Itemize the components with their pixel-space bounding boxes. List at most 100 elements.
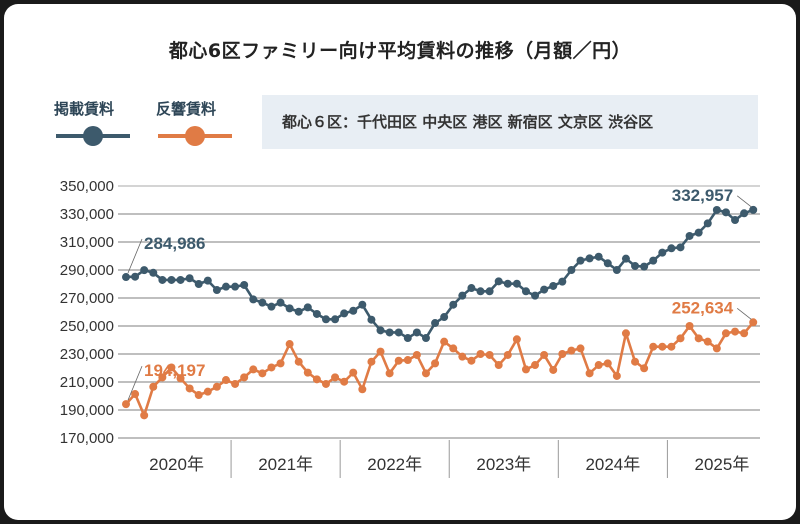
y-tick-label: 190,000 <box>60 402 114 419</box>
data-point <box>531 361 540 370</box>
data-point <box>285 340 294 349</box>
data-point <box>285 304 294 313</box>
chart-title: 都心6区ファミリー向け平均賃料の推移（月額／円） <box>168 40 632 62</box>
data-point <box>694 228 703 237</box>
data-point <box>131 272 140 281</box>
data-point <box>576 256 585 265</box>
data-point <box>349 368 358 377</box>
data-point <box>312 375 321 384</box>
data-point <box>485 287 494 296</box>
data-point <box>358 385 367 394</box>
callout-line <box>127 238 143 274</box>
data-point <box>340 377 349 386</box>
data-point <box>658 342 667 351</box>
y-tick-label: 330,000 <box>60 206 114 223</box>
x-year-label: 2022年 <box>367 455 422 474</box>
data-point <box>649 342 658 351</box>
data-point <box>176 275 185 284</box>
data-point <box>485 350 494 359</box>
data-point <box>558 350 567 358</box>
legend-item-inquiry: 反響賃料 <box>156 98 234 147</box>
data-point <box>494 277 503 286</box>
data-point <box>694 334 703 343</box>
wards-note: 都心６区：千代田区 中央区 港区 新宿区 文京区 渋谷区 <box>262 95 758 149</box>
data-point <box>194 280 203 288</box>
data-point <box>512 335 521 344</box>
data-point <box>449 344 458 353</box>
last-value-label: 252,634 <box>672 298 734 317</box>
data-point <box>412 328 421 337</box>
data-point <box>376 326 385 335</box>
data-point <box>631 261 640 270</box>
data-point <box>231 379 240 388</box>
data-point <box>540 350 549 359</box>
data-point <box>267 302 276 311</box>
data-point <box>321 379 330 388</box>
data-point <box>258 298 267 307</box>
data-point <box>576 344 585 353</box>
data-point <box>294 307 303 316</box>
data-point <box>249 365 258 374</box>
data-point <box>376 347 385 356</box>
data-point <box>521 365 530 374</box>
data-point <box>731 216 740 225</box>
data-point <box>585 369 594 378</box>
data-point <box>176 374 185 383</box>
data-point <box>721 208 730 217</box>
data-point <box>631 357 640 366</box>
y-tick-label: 210,000 <box>60 374 114 391</box>
data-point <box>185 274 194 283</box>
data-point <box>158 275 167 284</box>
data-point <box>412 350 421 359</box>
data-point <box>403 356 412 365</box>
y-tick-label: 230,000 <box>60 346 114 363</box>
data-point <box>494 361 503 370</box>
data-point <box>267 363 276 372</box>
data-point <box>712 344 721 353</box>
data-point <box>503 279 512 288</box>
x-year-label: 2023年 <box>476 455 531 474</box>
data-point <box>203 276 212 285</box>
data-point <box>158 373 167 382</box>
data-point <box>394 328 403 337</box>
data-point <box>312 309 321 318</box>
data-point <box>394 356 403 365</box>
data-point <box>294 357 303 366</box>
data-point <box>212 382 221 391</box>
data-point <box>621 329 630 338</box>
data-point <box>549 365 558 374</box>
legend-label: 掲載賃料 <box>54 100 115 118</box>
data-point <box>658 248 667 257</box>
data-point <box>621 254 630 263</box>
legend-line-marker-icon <box>56 126 130 146</box>
data-point <box>358 300 367 309</box>
data-point <box>640 364 649 373</box>
x-year-label: 2021年 <box>258 455 313 474</box>
first-value-label: 284,986 <box>144 234 205 253</box>
data-point <box>649 256 658 265</box>
data-point <box>276 359 285 368</box>
data-point <box>712 205 721 214</box>
y-tick-label: 270,000 <box>60 290 114 307</box>
data-point <box>503 350 512 359</box>
data-point <box>585 254 594 263</box>
data-point <box>521 287 530 296</box>
data-point <box>367 315 376 324</box>
data-point <box>258 369 267 378</box>
data-point <box>749 205 758 214</box>
data-point <box>221 376 230 385</box>
data-point <box>467 284 476 293</box>
data-point <box>685 322 694 330</box>
data-point <box>531 291 540 300</box>
data-point <box>458 291 467 300</box>
data-point <box>449 300 458 309</box>
data-point <box>249 295 258 304</box>
data-point <box>303 303 312 312</box>
data-point <box>331 315 340 324</box>
data-point <box>149 382 158 391</box>
data-point <box>122 273 130 282</box>
y-tick-label: 250,000 <box>60 318 114 335</box>
data-point <box>203 387 212 396</box>
data-point <box>440 313 449 322</box>
